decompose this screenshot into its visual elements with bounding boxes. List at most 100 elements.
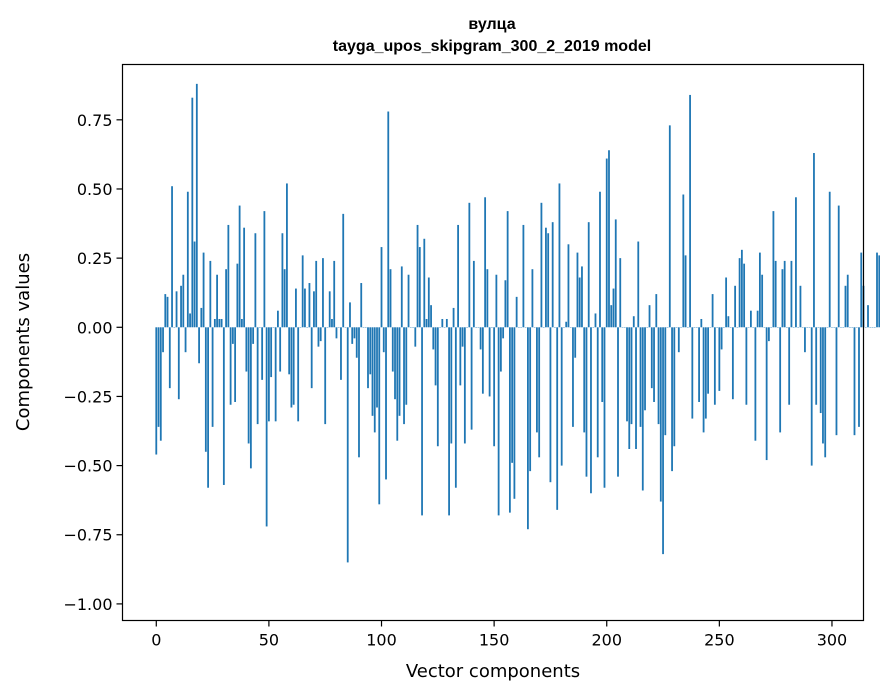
- bar: [301, 255, 304, 328]
- bar: [191, 97, 194, 328]
- bar: [281, 233, 284, 328]
- bar: [576, 252, 579, 328]
- bar: [427, 277, 430, 328]
- bar: [617, 327, 619, 477]
- bar: [371, 327, 374, 416]
- bar: [200, 307, 203, 328]
- bar: [711, 294, 714, 328]
- bar: [605, 158, 608, 328]
- bar: [385, 327, 387, 480]
- bar: [765, 327, 768, 461]
- bar: [398, 327, 401, 416]
- bar: [335, 327, 338, 339]
- bar: [779, 327, 782, 433]
- bar: [231, 327, 234, 344]
- bar: [545, 227, 547, 328]
- bar: [225, 269, 227, 328]
- bar: [860, 252, 863, 328]
- bar: [601, 327, 604, 402]
- bar: [218, 318, 221, 328]
- bar: [304, 288, 306, 328]
- bar: [454, 327, 457, 488]
- bar: [209, 260, 212, 328]
- bar: [547, 233, 550, 328]
- bar: [229, 327, 232, 405]
- bar: [639, 327, 642, 427]
- bar: [324, 327, 327, 425]
- bar: [587, 222, 590, 328]
- bar: [340, 327, 342, 380]
- bar: [268, 327, 270, 422]
- y-tick-label: −1.00: [63, 595, 112, 614]
- bar: [635, 327, 637, 449]
- y-tick-label: −0.25: [63, 387, 112, 406]
- bar: [423, 238, 426, 328]
- bar: [414, 327, 417, 347]
- bar: [216, 274, 218, 328]
- bar: [254, 233, 257, 328]
- bar: [349, 302, 351, 328]
- bar: [682, 194, 685, 328]
- bar: [175, 291, 178, 328]
- bar: [700, 318, 703, 328]
- bar: [407, 274, 410, 328]
- y-axis-ticks: −1.00 −0.75 −0.50 −0.25 0.00 0.25 0.50 0.75: [63, 111, 123, 614]
- bar: [691, 327, 694, 419]
- bar: [436, 327, 439, 447]
- bar: [283, 269, 286, 328]
- bar: [184, 327, 187, 353]
- bar: [279, 327, 282, 372]
- y-tick-label: −0.50: [63, 457, 112, 476]
- bar: [799, 285, 802, 328]
- y-tick-label: 0.25: [77, 249, 113, 268]
- bar: [819, 327, 822, 414]
- bar: [247, 327, 250, 444]
- bar: [585, 327, 588, 477]
- bar: [603, 327, 606, 488]
- x-tick-label: 0: [151, 631, 161, 650]
- bar: [236, 263, 239, 328]
- bar: [529, 327, 532, 472]
- bar: [756, 310, 759, 328]
- bar: [684, 255, 687, 328]
- bar: [394, 327, 396, 400]
- bar: [315, 260, 318, 328]
- bar: [497, 327, 500, 516]
- bar: [249, 327, 252, 469]
- bar: [583, 327, 586, 433]
- bar: [421, 327, 423, 516]
- bar: [457, 224, 459, 328]
- bar: [844, 285, 847, 328]
- bar: [263, 211, 266, 328]
- bar: [189, 313, 191, 328]
- bar: [463, 327, 466, 444]
- bar: [657, 327, 660, 425]
- bar: [322, 258, 324, 328]
- bar: [702, 327, 705, 433]
- bar: [858, 327, 860, 427]
- bar: [403, 327, 405, 425]
- y-tick-label: 0.75: [77, 111, 113, 130]
- bar: [551, 222, 554, 328]
- bar: [207, 327, 209, 488]
- bar: [572, 327, 574, 427]
- bar: [308, 283, 311, 328]
- bar: [758, 252, 761, 328]
- bar: [288, 327, 291, 375]
- bar: [355, 327, 358, 358]
- bar: [795, 197, 797, 328]
- bar: [515, 296, 518, 328]
- bar: [238, 205, 241, 328]
- bar: [560, 327, 563, 466]
- bar: [479, 327, 482, 350]
- bar: [353, 327, 356, 339]
- bar: [481, 327, 484, 394]
- bar: [846, 274, 849, 328]
- bar: [628, 327, 631, 449]
- bar: [245, 327, 248, 372]
- bar: [240, 318, 243, 328]
- bar: [718, 327, 721, 391]
- bar: [538, 327, 541, 458]
- bar: [527, 327, 529, 530]
- bar: [310, 327, 313, 389]
